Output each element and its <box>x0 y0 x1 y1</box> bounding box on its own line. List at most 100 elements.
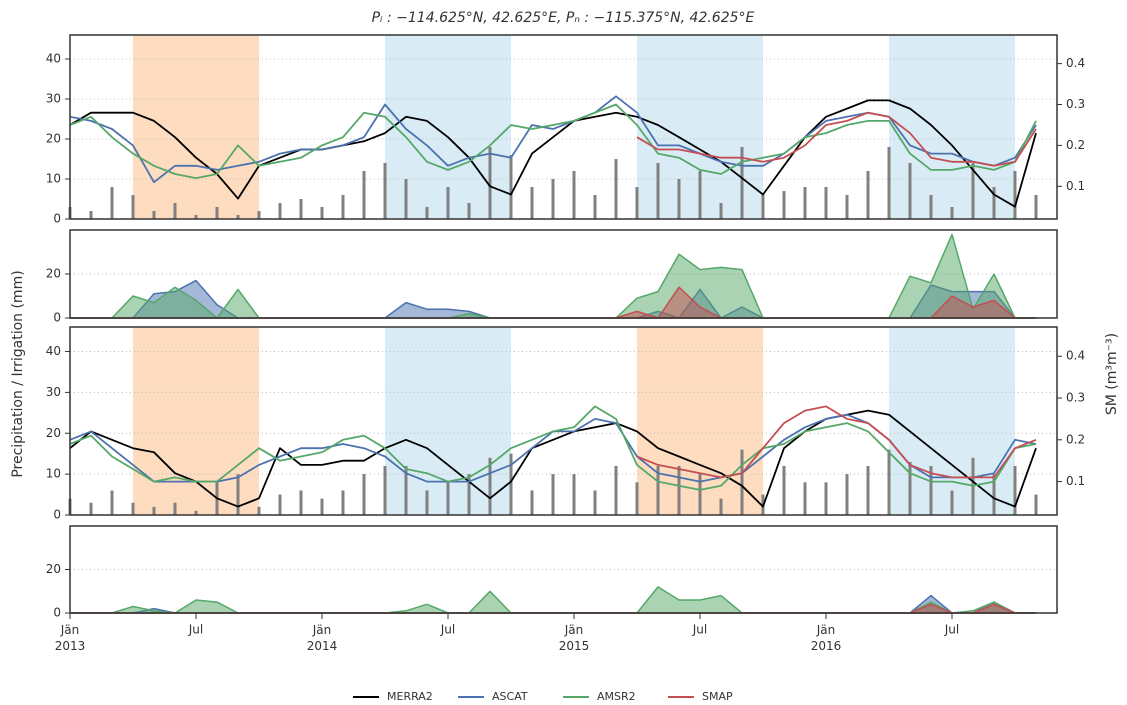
precipitation-bar <box>677 179 681 219</box>
sm-line <box>636 405 1037 479</box>
precipitation-bar <box>236 474 240 515</box>
y-tick-label: 20 <box>46 267 61 281</box>
precipitation-bar <box>257 506 261 515</box>
precipitation-bar <box>845 474 849 515</box>
precipitation-bar <box>1013 465 1017 515</box>
legend-label: AMSR2 <box>597 690 636 703</box>
precipitation-bar <box>446 187 450 219</box>
precipitation-bar <box>824 187 828 219</box>
plot-frame <box>69 34 1058 220</box>
precipitation-bar <box>236 215 240 219</box>
y-tick-label: 0 <box>53 508 61 522</box>
y-tick-label: 0 <box>53 606 61 620</box>
precipitation-bar <box>803 482 807 515</box>
precipitation-bar <box>467 474 471 515</box>
y-tick-label: 20 <box>46 562 61 576</box>
precipitation-bar <box>593 195 597 219</box>
precipitation-bar <box>320 498 324 515</box>
precipitation-bar <box>635 482 639 515</box>
precipitation-bar <box>341 490 345 515</box>
precipitation-bar <box>488 147 492 219</box>
precipitation-bar <box>740 449 744 515</box>
y-tick-label: 10 <box>46 172 61 186</box>
legend-label: ASCAT <box>492 690 528 703</box>
precipitation-bar <box>887 147 891 219</box>
y2-tick-label: 0.1 <box>1066 474 1085 488</box>
precipitation-bar <box>110 490 114 515</box>
chart-title: Pᵢ : −114.625°N, 42.625°E, Pₙ : −115.375… <box>372 10 755 26</box>
y-tick-label: 30 <box>46 385 61 399</box>
sm-line <box>636 111 1037 167</box>
precipitation-bar <box>782 465 786 515</box>
precipitation-bar <box>299 199 303 219</box>
legend-label: MERRA2 <box>387 690 433 703</box>
precipitation-bar <box>152 211 156 219</box>
precipitation-bar <box>572 171 576 219</box>
precipitation-bar <box>929 195 933 219</box>
precipitation-bar <box>929 465 933 515</box>
precipitation-bar <box>278 203 282 219</box>
precipitation-bar <box>131 195 135 219</box>
precipitation-bar <box>530 490 534 515</box>
x-tick-label: Jul <box>692 623 707 637</box>
precipitation-bar <box>866 171 870 219</box>
precipitation-bar <box>593 490 597 515</box>
precipitation-bar <box>698 171 702 219</box>
plot-frame <box>69 326 1058 516</box>
precipitation-bar <box>299 490 303 515</box>
precipitation-bar <box>383 163 387 219</box>
sm-line <box>69 99 1037 208</box>
precipitation-bar <box>446 482 450 515</box>
y2-tick-label: 0.3 <box>1066 97 1085 111</box>
x-tick-label: Jän 2014 <box>307 623 338 653</box>
precipitation-bar <box>677 465 681 515</box>
precipitation-bar <box>740 147 744 219</box>
y-tick-label: 20 <box>46 426 61 440</box>
precipitation-bar <box>614 465 618 515</box>
precipitation-bar <box>866 465 870 515</box>
y2-tick-label: 0.4 <box>1066 56 1085 70</box>
precipitation-bar <box>551 474 555 515</box>
y-tick-label: 0 <box>53 212 61 226</box>
precipitation-bar <box>551 179 555 219</box>
precipitation-bar <box>719 498 723 515</box>
precipitation-bar <box>341 195 345 219</box>
precipitation-bar <box>425 207 429 219</box>
precipitation-bar <box>404 179 408 219</box>
irrigation-area <box>69 586 1037 614</box>
precipitation-bar <box>950 207 954 219</box>
precipitation-bar <box>803 187 807 219</box>
x-tick-label: Jän 2016 <box>811 623 842 653</box>
precipitation-bar <box>950 490 954 515</box>
precipitation-bar <box>383 465 387 515</box>
sm-line <box>69 405 1037 491</box>
precipitation-bar <box>152 506 156 515</box>
y2-tick-label: 0.2 <box>1066 432 1085 446</box>
precipitation-bar <box>530 187 534 219</box>
y2-tick-label: 0.2 <box>1066 138 1085 152</box>
precipitation-bar <box>971 163 975 219</box>
precipitation-bar <box>614 159 618 219</box>
precipitation-bar <box>173 502 177 515</box>
legend-label: SMAP <box>702 690 733 703</box>
irrigation-season <box>133 327 259 515</box>
irrigation-season <box>889 327 1015 515</box>
y-tick-label: 40 <box>46 52 61 66</box>
precipitation-bar <box>131 502 135 515</box>
precipitation-bar <box>656 163 660 219</box>
precipitation-bar <box>320 207 324 219</box>
precipitation-bar <box>656 465 660 515</box>
precipitation-bar <box>719 203 723 219</box>
precipitation-bar <box>992 474 996 515</box>
precipitation-bar <box>89 211 93 219</box>
precipitation-bar <box>173 203 177 219</box>
precipitation-bar <box>635 187 639 219</box>
sm-line <box>69 103 1037 179</box>
precipitation-bar <box>110 187 114 219</box>
precipitation-bar <box>194 510 198 515</box>
precipitation-bar <box>887 449 891 515</box>
precipitation-bar <box>1034 195 1038 219</box>
y-axis-label: Precipitation / Irrigation (mm) <box>10 270 26 477</box>
precipitation-bar <box>215 207 219 219</box>
